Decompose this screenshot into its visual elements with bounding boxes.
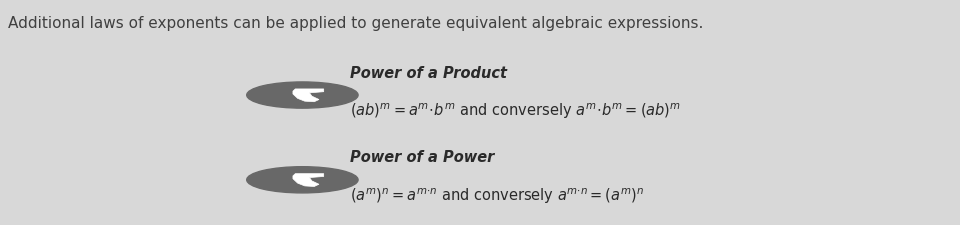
Text: Power of a Power: Power of a Power xyxy=(350,149,494,164)
PathPatch shape xyxy=(293,174,324,187)
Text: Additional laws of exponents can be applied to generate equivalent algebraic exp: Additional laws of exponents can be appl… xyxy=(8,16,703,31)
Text: Power of a Product: Power of a Product xyxy=(350,66,508,81)
Circle shape xyxy=(247,167,358,193)
PathPatch shape xyxy=(293,90,324,102)
Text: $(a^m)^n = a^{m{\cdot}n}$ and conversely $a^{m{\cdot}n} = (a^m)^n$: $(a^m)^n = a^{m{\cdot}n}$ and conversely… xyxy=(350,186,645,205)
Text: $(ab)^m = a^m \!\cdot\! b^m$ and conversely $a^m \!\cdot\! b^m = (ab)^m$: $(ab)^m = a^m \!\cdot\! b^m$ and convers… xyxy=(350,101,682,120)
Circle shape xyxy=(247,83,358,109)
